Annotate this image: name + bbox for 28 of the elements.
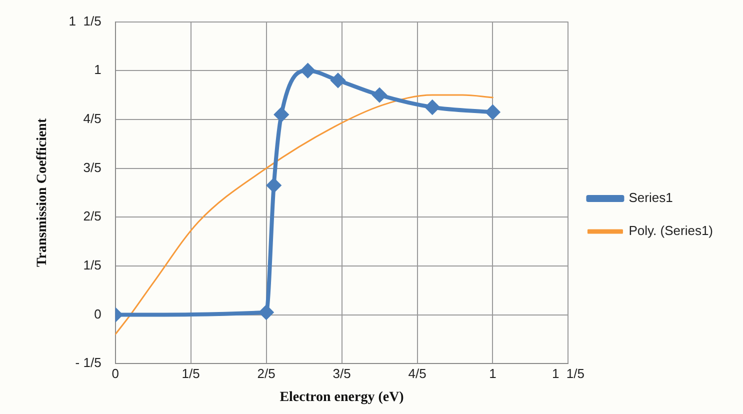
x-tick-label: 4/5 [408,366,426,381]
point [259,305,274,320]
x-tick-label: 1 [489,366,496,381]
point [486,105,500,120]
x-tick-label: 0 [112,366,119,381]
point [266,178,281,192]
y-tick-label: - 1/5 [75,355,102,370]
x-tick-label: 3/5 [332,366,351,381]
legend-label: Series1 [628,190,673,206]
y-tick-label: 0 [94,306,102,322]
point [372,88,387,102]
line-series [115,94,494,336]
y-axis-title: Transmission Coefficient [35,118,50,268]
x-tick-label: 2/5 [257,366,276,381]
y-tick-label: 1 1/5 [68,13,102,28]
x-axis-title: Electron energy (eV) [280,390,404,406]
point [425,100,440,114]
y-tick-label: 1 [94,62,102,78]
x-tick-label: 1/5 [182,366,200,381]
point [274,108,288,122]
y-tick-label: 2/5 [83,208,102,224]
legend-label: Poly. (Series1) [628,223,714,238]
point [300,64,315,78]
point [330,73,345,88]
y-tick-label: 4/5 [83,111,102,126]
y-tick-label: 3/5 [83,160,102,175]
y-tick-label: 1/5 [83,258,102,273]
x-tick-label: 1 1/5 [552,366,584,381]
